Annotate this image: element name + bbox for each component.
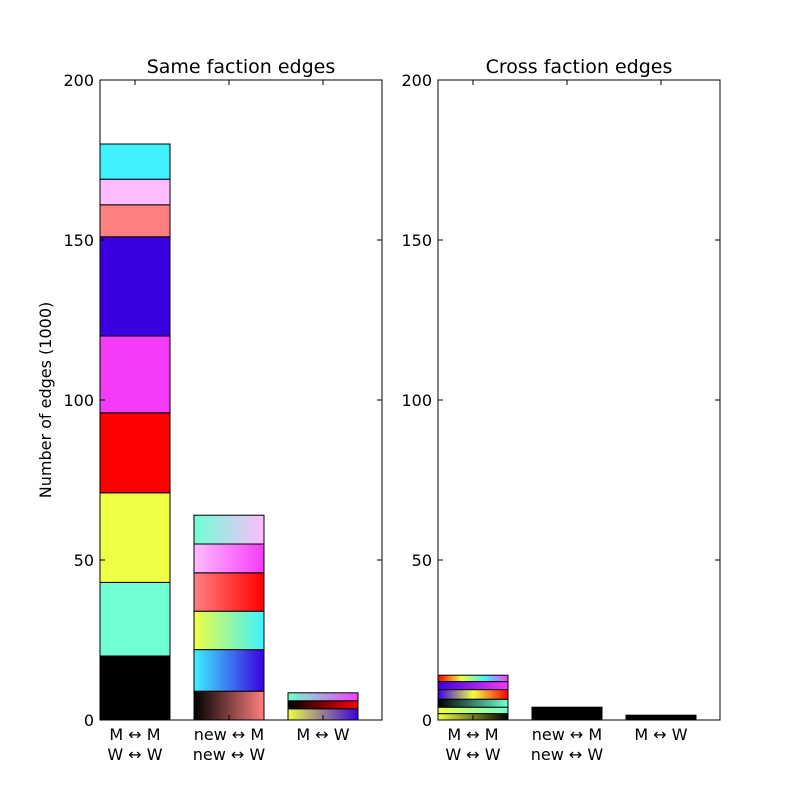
y-tick-label: 200 xyxy=(63,71,94,90)
x-tick-label-line1: M ↔ W xyxy=(296,725,349,744)
bar-segment-0-4 xyxy=(437,681,509,691)
bar-segment-0-5 xyxy=(99,236,171,337)
x-tick-label-line2: W ↔ W xyxy=(107,745,162,764)
bar-segment-2-2 xyxy=(287,692,359,702)
x-tick-label-line2: W ↔ W xyxy=(445,745,500,764)
bar-segment-1-4 xyxy=(193,543,265,574)
bar-segment-0-3 xyxy=(437,689,509,700)
bar-segment-0-7 xyxy=(99,178,171,206)
y-tick-label: 150 xyxy=(401,231,432,250)
x-tick-label-line1: new ↔ M xyxy=(194,725,264,744)
bar-segment-0-5 xyxy=(437,674,509,683)
bar-segment-0-0 xyxy=(99,655,171,721)
y-tick-label: 50 xyxy=(412,551,432,570)
bar-segment-1-3 xyxy=(193,572,265,612)
y-axis-label: Number of edges (1000) xyxy=(36,302,55,499)
chart-title: Same faction edges xyxy=(147,56,336,78)
x-tick-label-line1: M ↔ M xyxy=(109,725,160,744)
bar-segment-2-1 xyxy=(287,700,359,710)
chart-title: Cross faction edges xyxy=(486,56,673,78)
bar-segment-0-1 xyxy=(99,581,171,657)
y-tick-label: 100 xyxy=(63,391,94,410)
bar-segment-1-1 xyxy=(193,649,265,692)
axes-frame xyxy=(437,79,721,721)
y-tick-label: 100 xyxy=(401,391,432,410)
y-tick-label: 0 xyxy=(422,711,432,730)
bar-segment-0-2 xyxy=(437,698,509,708)
y-tick-label: 0 xyxy=(84,711,94,730)
x-tick-label-line2: new ↔ W xyxy=(193,745,266,764)
x-tick-label-line1: M ↔ W xyxy=(634,725,687,744)
bar-segment-1-5 xyxy=(193,514,265,545)
bar-segment-0-1 xyxy=(437,706,509,715)
bar-segment-0-6 xyxy=(99,204,171,238)
bar-segment-0-8 xyxy=(99,143,171,180)
x-tick-label-line1: M ↔ M xyxy=(447,725,498,744)
bar-segment-0-2 xyxy=(99,492,171,583)
y-tick-label: 150 xyxy=(63,231,94,250)
y-tick-label: 50 xyxy=(74,551,94,570)
y-tick-label: 200 xyxy=(401,71,432,90)
bar-segment-0-4 xyxy=(99,335,171,414)
x-tick-label-line2: new ↔ W xyxy=(531,745,604,764)
bar-segment-1-2 xyxy=(193,610,265,651)
x-tick-label-line1: new ↔ M xyxy=(532,725,602,744)
bar-segment-0-3 xyxy=(99,412,171,494)
